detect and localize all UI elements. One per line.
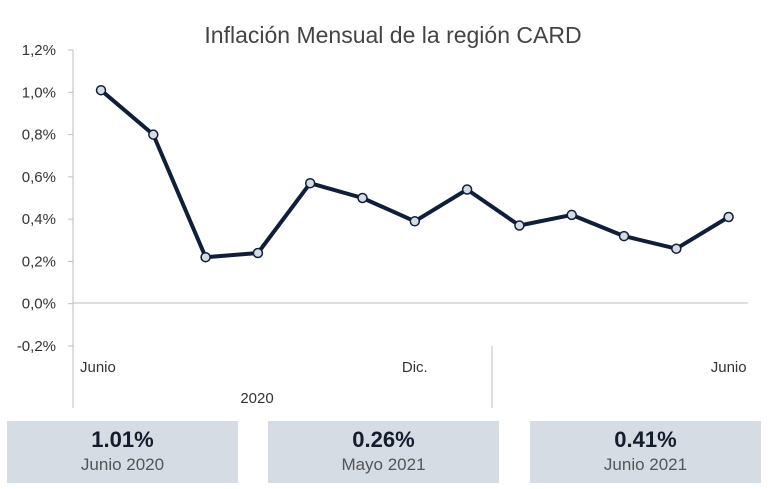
card-value: 1.01% bbox=[91, 427, 154, 452]
y-tick-label: 1,2% bbox=[22, 42, 56, 59]
data-point bbox=[304, 177, 316, 189]
summary-card-previous: 0.26% Mayo 2021 bbox=[268, 421, 499, 483]
x-tick-label: Junio bbox=[711, 359, 747, 376]
card-label: Junio 2021 bbox=[603, 455, 688, 474]
data-point bbox=[95, 84, 107, 96]
x-tick-label: Dic. bbox=[402, 359, 428, 376]
data-point bbox=[723, 211, 734, 223]
data-point bbox=[566, 209, 577, 221]
data-point bbox=[148, 129, 159, 140]
x-tick-label: Junio bbox=[80, 359, 116, 376]
y-tick-label: 0,6% bbox=[22, 169, 56, 186]
x-axis-ticks: Junio Dic. Junio bbox=[80, 359, 747, 376]
y-axis-ticks: 1,2% 1,0% 0,8% 0,6% 0,4% 0,2% 0,0% -0,2% bbox=[17, 42, 73, 355]
data-point bbox=[200, 251, 211, 263]
summary-cards: 1.01% Junio 2020 0.26% Mayo 2021 0.41% J… bbox=[0, 421, 768, 483]
data-point bbox=[514, 220, 525, 231]
series-line bbox=[99, 88, 730, 260]
data-point bbox=[409, 216, 421, 227]
summary-card-current: 0.41% Junio 2021 bbox=[530, 421, 761, 483]
inflation-chart: Inflación Mensual de la región CARD 1,2%… bbox=[17, 22, 748, 408]
y-tick-label: 0,2% bbox=[22, 253, 56, 270]
series-points bbox=[95, 84, 734, 263]
y-tick-label: 0,4% bbox=[22, 211, 56, 228]
data-point bbox=[461, 184, 473, 195]
y-tick-label: 0,8% bbox=[22, 127, 56, 144]
card-value: 0.26% bbox=[352, 427, 415, 452]
card-value: 0.41% bbox=[614, 427, 677, 452]
y-tick-label: -0,2% bbox=[17, 338, 56, 355]
summary-card-start: 1.01% Junio 2020 bbox=[7, 421, 238, 483]
card-label: Junio 2020 bbox=[80, 455, 165, 474]
card-label: Mayo 2021 bbox=[341, 455, 426, 474]
y-tick-label: 0,0% bbox=[22, 296, 56, 313]
data-point bbox=[252, 247, 264, 259]
chart-title: Inflación Mensual de la región CARD bbox=[204, 22, 581, 48]
data-point bbox=[618, 230, 630, 242]
x-group-label: 2020 bbox=[240, 390, 273, 407]
y-tick-label: 1,0% bbox=[22, 84, 56, 101]
data-point bbox=[357, 192, 368, 204]
data-point bbox=[671, 243, 682, 254]
